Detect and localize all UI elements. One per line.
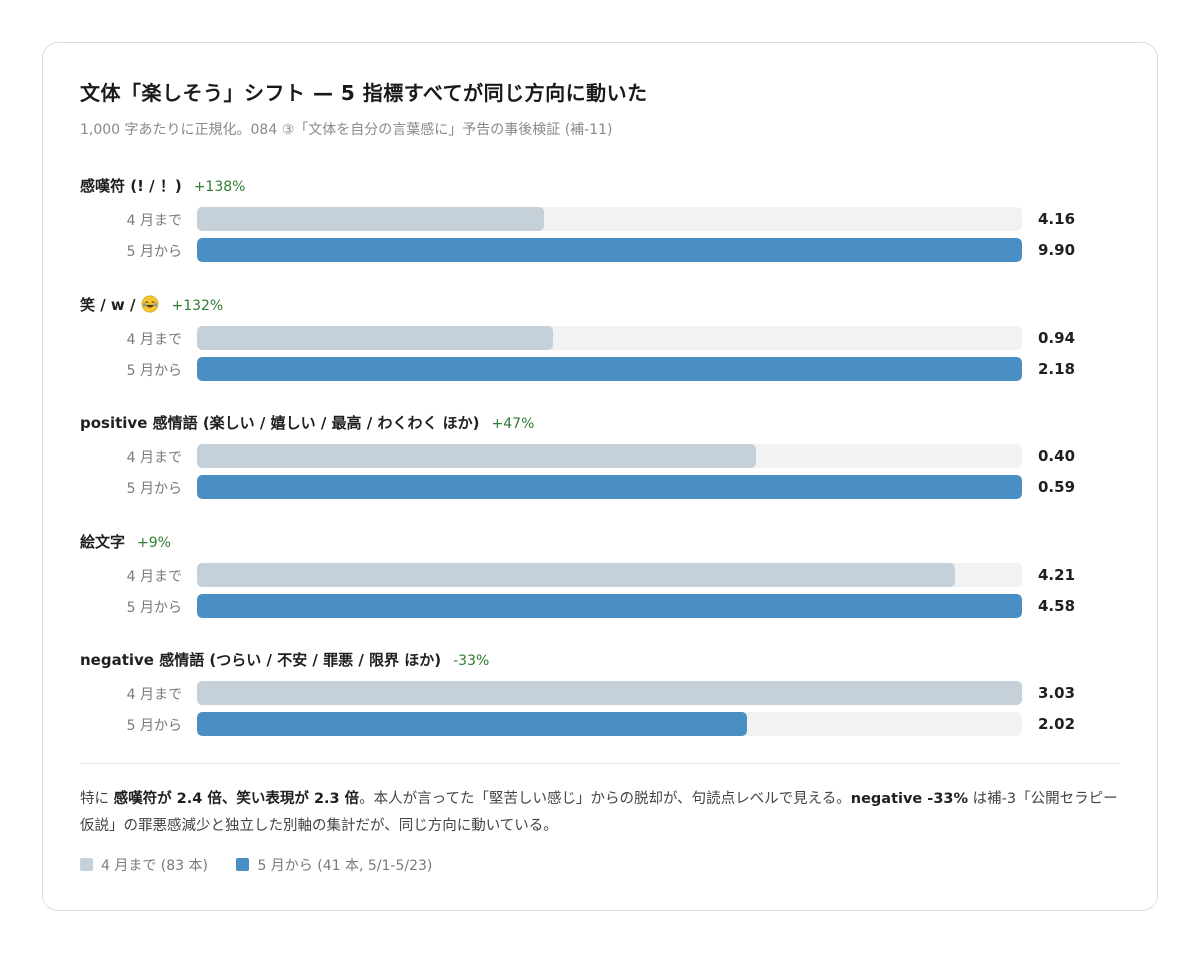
chart-card: 文体「楽しそう」シフト — 5 指標すべてが同じ方向に動いた 1,000 字あた… [42, 42, 1158, 911]
bar-value-label: 9.90 [1038, 241, 1076, 259]
group-change-percent: +47% [491, 416, 535, 432]
bar-track [197, 475, 1022, 499]
bar-value-label: 0.40 [1038, 447, 1076, 465]
bar-track [197, 562, 1022, 587]
group-label: 絵文字 [80, 532, 126, 551]
bar-value-label: 4.21 [1038, 565, 1076, 584]
bar-row-after: 5 月から 2.02 [80, 712, 1080, 736]
legend-item-after: 5 月から (41 本, 5/1-5/23) [236, 855, 432, 875]
group-label: 笑 / w / [80, 295, 136, 314]
bar-row-before: 4 月まで 4.16 [80, 207, 1080, 231]
series-label: 5 月から [126, 718, 182, 734]
group-header: 感嘆符 (! / ！) +138% [80, 175, 245, 197]
legend-label-before: 4 月まで (83 本) [101, 858, 208, 874]
bar-track [197, 681, 1022, 705]
note-bold-2: negative -33% [850, 791, 969, 807]
series-label: 5 月から [126, 481, 182, 497]
bar-before [197, 562, 955, 587]
series-label: 5 月から [126, 362, 182, 379]
group-label: 感嘆符 (! / ！) [80, 177, 182, 195]
laughing-emoji-icon [141, 295, 159, 313]
group-header: negative 感情語 (つらい / 不安 / 罪悪 / 限界 ほか) -33% [80, 649, 489, 671]
bar-track [197, 356, 1022, 381]
group-header: positive 感情語 (楽しい / 嬉しい / 最高 / わくわく ほか) +… [80, 412, 534, 434]
bar-row-before: 4 月まで 0.40 [80, 444, 1080, 468]
bar-row-after: 5 月から 0.59 [80, 475, 1080, 499]
bar-after [197, 238, 1022, 262]
group-change-percent: +138% [193, 179, 246, 195]
bar-after [197, 593, 1022, 618]
legend-swatch-before [80, 858, 93, 871]
group-change-percent: +132% [171, 297, 224, 314]
bar-track [197, 593, 1022, 618]
series-label: 4 月まで [126, 450, 182, 466]
legend-swatch-after [236, 858, 250, 871]
group-label: positive 感情語 (楽しい / 嬉しい / 最高 / わくわく ほか) [80, 414, 480, 432]
note-text-1: 特に [80, 791, 114, 807]
chart-title: 文体「楽しそう」シフト — 5 指標すべてが同じ方向に動いた [80, 81, 648, 105]
bar-row-after: 5 月から 9.90 [80, 238, 1080, 262]
series-label: 4 月まで [126, 687, 182, 703]
group-header: 絵文字 +9% [80, 531, 171, 553]
note-text-3: は補-3「公開セラピー仮説」の罪悪感減少と独立した別軸の集計だが、同じ方向に動い… [80, 791, 1118, 834]
bar-before [197, 325, 553, 350]
bar-group: 感嘆符 (! / ！) +138% 4 月まで 4.16 5 月から 9.90 [80, 175, 1080, 283]
chart-subtitle: 1,000 字あたりに正規化。084 ③「文体を自分の言葉感に」予告の事後検証 … [80, 122, 613, 138]
bar-before [197, 207, 544, 231]
bar-track [197, 444, 1022, 468]
bar-track [197, 207, 1022, 231]
bar-group: 絵文字 +9% 4 月まで 4.21 5 月から 4.58 [80, 531, 1080, 639]
note-bold-1: 感嘆符が 2.4 倍、笑い表現が 2.3 倍 [113, 791, 360, 807]
bar-group: 笑 / w / +132% 4 月まで 0.94 5 月から 2.18 [80, 294, 1080, 402]
legend-item-before: 4 月まで (83 本) [80, 855, 208, 875]
bar-before [197, 444, 756, 468]
group-label: negative 感情語 (つらい / 不安 / 罪悪 / 限界 ほか) [80, 651, 442, 669]
bar-group: negative 感情語 (つらい / 不安 / 罪悪 / 限界 ほか) -33%… [80, 649, 1080, 757]
bar-after [197, 712, 747, 736]
note-text-2: 。本人が言ってた「堅苦しい感じ」からの脱却が、句読点レベルで見える。 [359, 791, 851, 807]
bar-value-label: 4.16 [1038, 210, 1076, 228]
legend: 4 月まで (83 本) 5 月から (41 本, 5/1-5/23) [80, 855, 456, 877]
bar-value-label: 0.59 [1038, 478, 1076, 496]
bar-value-label: 2.02 [1038, 715, 1076, 733]
legend-label-after: 5 月から (41 本, 5/1-5/23) [257, 858, 433, 874]
bar-track [197, 712, 1022, 736]
divider [80, 763, 1120, 764]
series-label: 5 月から [126, 599, 182, 616]
group-change-percent: -33% [453, 653, 490, 669]
bar-row-before: 4 月まで 0.94 [80, 325, 1080, 350]
bar-before [197, 681, 1022, 705]
bar-row-after: 5 月から 4.58 [80, 593, 1080, 618]
bar-row-after: 5 月から 2.18 [80, 356, 1080, 381]
group-header: 笑 / w / +132% [80, 294, 223, 316]
series-label: 4 月まで [126, 568, 182, 585]
bar-row-before: 4 月まで 3.03 [80, 681, 1080, 705]
summary-note: 特に 感嘆符が 2.4 倍、笑い表現が 2.3 倍。本人が言ってた「堅苦しい感じ… [80, 786, 1120, 840]
group-change-percent: +9% [137, 534, 171, 551]
bar-after [197, 356, 1022, 381]
bar-value-label: 2.18 [1038, 359, 1076, 378]
bar-track [197, 238, 1022, 262]
series-label: 5 月から [126, 244, 182, 260]
bar-group: positive 感情語 (楽しい / 嬉しい / 最高 / わくわく ほか) +… [80, 412, 1080, 520]
bar-value-label: 4.58 [1038, 596, 1076, 615]
bar-row-before: 4 月まで 4.21 [80, 562, 1080, 587]
bar-after [197, 475, 1022, 499]
bar-value-label: 0.94 [1038, 328, 1076, 347]
bar-track [197, 325, 1022, 350]
bar-value-label: 3.03 [1038, 684, 1076, 702]
series-label: 4 月まで [126, 213, 182, 229]
series-label: 4 月まで [126, 331, 182, 348]
